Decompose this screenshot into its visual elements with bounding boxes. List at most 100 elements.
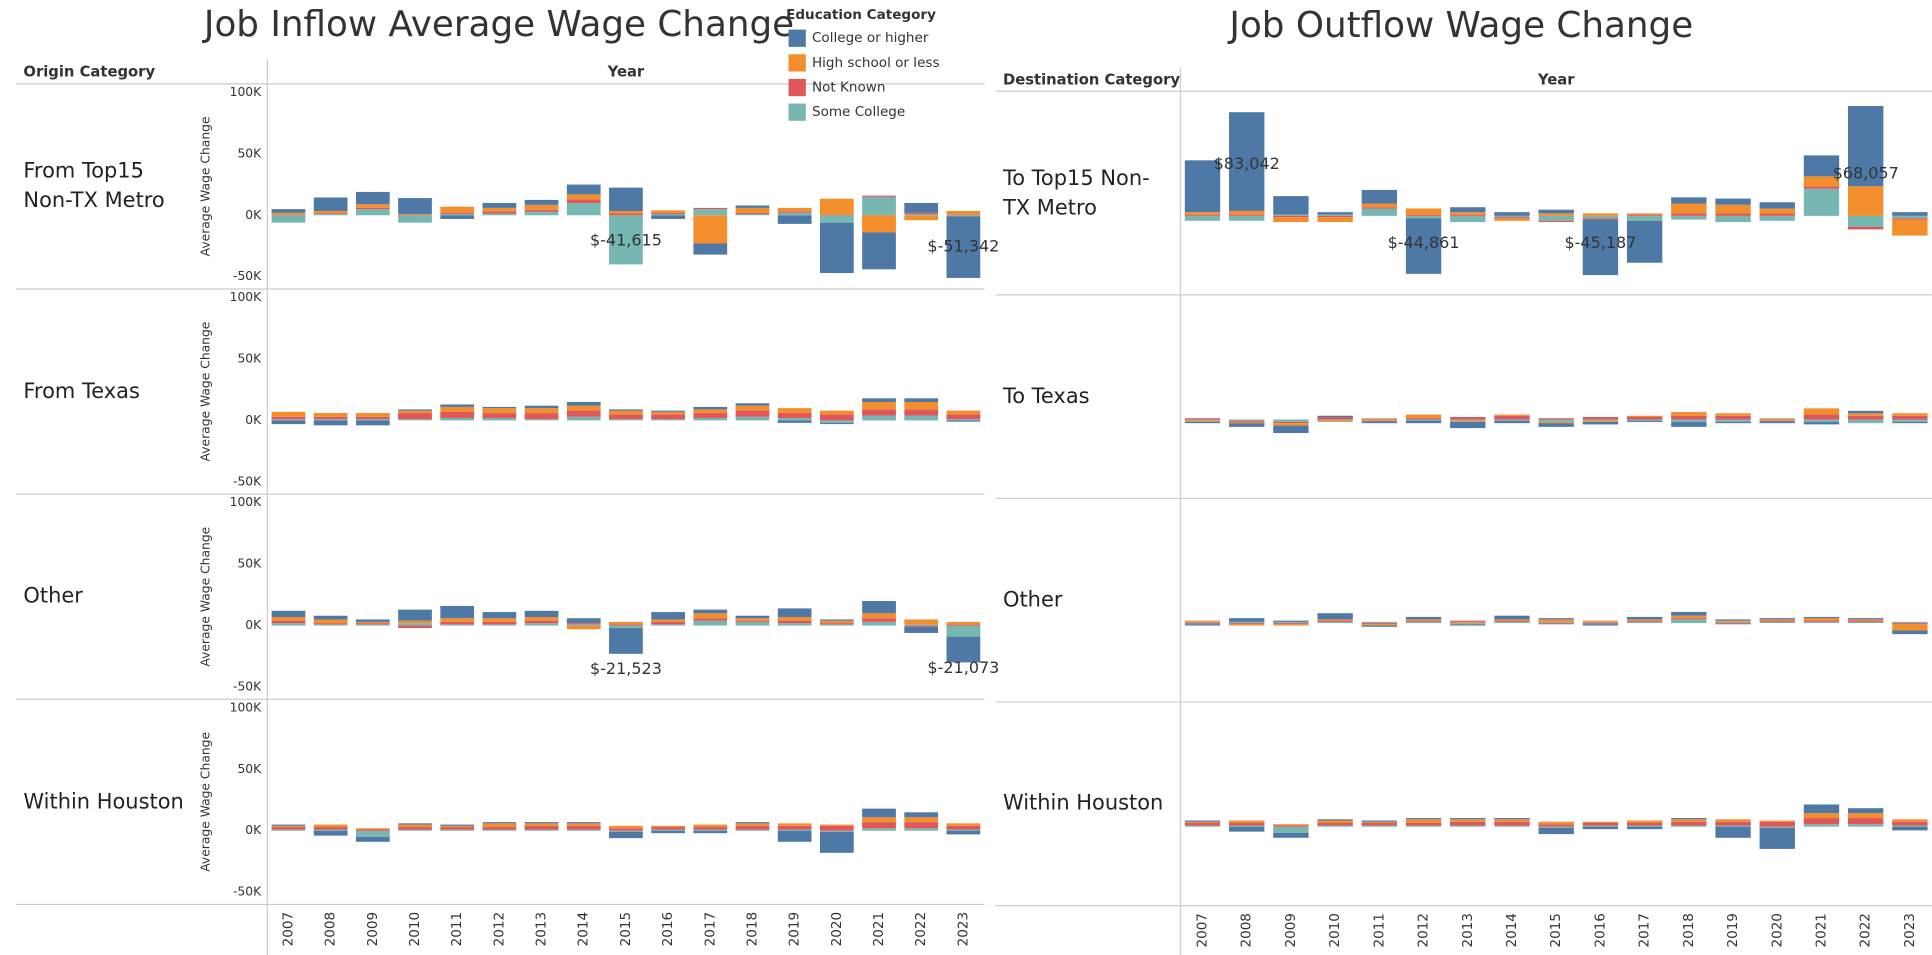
- bar-segment: [693, 207, 728, 210]
- bar-segment: [524, 829, 559, 831]
- bar-segment: [1184, 419, 1221, 421]
- x-tick-label: 2019: [1725, 913, 1741, 947]
- bar-segment: [693, 618, 728, 621]
- bar-segment: [693, 215, 728, 244]
- bar-segment: [946, 414, 981, 420]
- bar-segment: [1892, 819, 1928, 822]
- bar-segment: [1450, 421, 1486, 429]
- bar-segment: [440, 829, 475, 831]
- bar-segment: [398, 413, 432, 420]
- bar-segment: [1671, 197, 1707, 204]
- bar-segment: [566, 410, 601, 417]
- bar-segment: [904, 828, 939, 831]
- bar-segment: [271, 419, 306, 421]
- bar-segment: [1361, 625, 1398, 627]
- bar-segment: [693, 413, 728, 418]
- bar-segment: [693, 406, 728, 410]
- bar-segment: [1229, 210, 1265, 215]
- bar-segment: [1538, 421, 1574, 424]
- bar-segment: [946, 829, 981, 831]
- bar-segment: [1626, 415, 1663, 418]
- bar-segment: [1892, 421, 1928, 424]
- bar-segment: [1671, 419, 1707, 422]
- bar-segment: [1847, 620, 1884, 622]
- bar-segment: [735, 829, 770, 831]
- bar-segment: [1626, 825, 1663, 827]
- row-header-title: Origin Category: [23, 64, 155, 81]
- bar-segment: [777, 823, 812, 826]
- row-header-cell: Other: [1003, 588, 1062, 613]
- bar-segment: [524, 199, 559, 205]
- bar-segment: [1715, 621, 1751, 624]
- y-tick-label: 50K: [237, 557, 262, 571]
- bar-segment: [482, 829, 517, 831]
- bar-segment: [1671, 618, 1707, 620]
- x-tick-label: 2008: [1239, 913, 1255, 947]
- bar-segment: [862, 415, 896, 421]
- bar-segment: [398, 198, 432, 215]
- bar-segment: [946, 419, 981, 421]
- bar-segment: [777, 408, 812, 414]
- bar-segment: [1582, 420, 1619, 422]
- bar-segment: [566, 825, 601, 830]
- bar-segment: [440, 417, 475, 421]
- bar-segment: [904, 212, 939, 215]
- bar-segment: [1450, 420, 1486, 422]
- bar-segment: [1494, 819, 1530, 822]
- bar-segment: [1229, 214, 1265, 216]
- bar-segment: [1847, 419, 1884, 424]
- bar-segment: [1582, 218, 1619, 220]
- bar-segment: [1273, 825, 1309, 827]
- bar-segment: [651, 624, 685, 626]
- bar-segment: [946, 624, 981, 626]
- bar-segment: [313, 420, 348, 426]
- bar-segment: [1361, 208, 1398, 216]
- row-header: To Top15 Non-TX Metro: [1002, 165, 1150, 221]
- bar-segment: [651, 621, 685, 625]
- bar-segment: [1803, 414, 1840, 420]
- x-tick-label: 2009: [1283, 913, 1299, 947]
- chart-title: Job Outflow Wage Change: [1227, 5, 1693, 46]
- bar-segment: [1803, 818, 1840, 825]
- bar-segment: [1715, 619, 1751, 621]
- bar-segment: [693, 829, 728, 831]
- bar-segment: [1759, 827, 1795, 849]
- x-tick-label: 2021: [1813, 913, 1829, 947]
- bar-segment: [1450, 620, 1486, 622]
- bar-segment: [1317, 212, 1353, 215]
- bar-segment: [1582, 421, 1619, 425]
- bar-segment: [1405, 215, 1442, 219]
- bar-segment: [1273, 623, 1309, 625]
- bar-segment: [355, 829, 390, 831]
- x-tick-label: 2021: [871, 912, 887, 946]
- bar-segment: [1361, 820, 1398, 822]
- bar-segment: [651, 419, 685, 421]
- bar-segment: [1229, 825, 1265, 827]
- bar-segment: [1626, 214, 1663, 216]
- bar-segment: [1229, 421, 1265, 424]
- bar-segment: [566, 405, 601, 411]
- bar-segment: [609, 187, 643, 211]
- bar-segment: [946, 830, 981, 835]
- bar-segment: [1229, 820, 1265, 823]
- bar-segment: [1405, 214, 1442, 216]
- bar-segment: [1184, 214, 1221, 216]
- bar-segment: [524, 825, 559, 830]
- row-header: Within Houston: [1002, 791, 1164, 817]
- data-label: $-21,523: [590, 659, 662, 678]
- row-header: Within Houston: [23, 789, 184, 815]
- bar-segment: [1715, 204, 1751, 214]
- bar-segment: [609, 621, 643, 625]
- bar-segment: [1715, 215, 1751, 223]
- bar-segment: [1361, 189, 1398, 204]
- bar-segment: [355, 420, 390, 426]
- bar-segment: [651, 612, 685, 620]
- bar-segment: [651, 830, 685, 834]
- bar-segment: [1450, 624, 1486, 626]
- bar-segment: [566, 199, 601, 203]
- bar-segment: [1361, 203, 1398, 208]
- row-header-cell: Other: [23, 584, 82, 609]
- bar-segment: [355, 209, 390, 216]
- bar-segment: [1273, 824, 1309, 826]
